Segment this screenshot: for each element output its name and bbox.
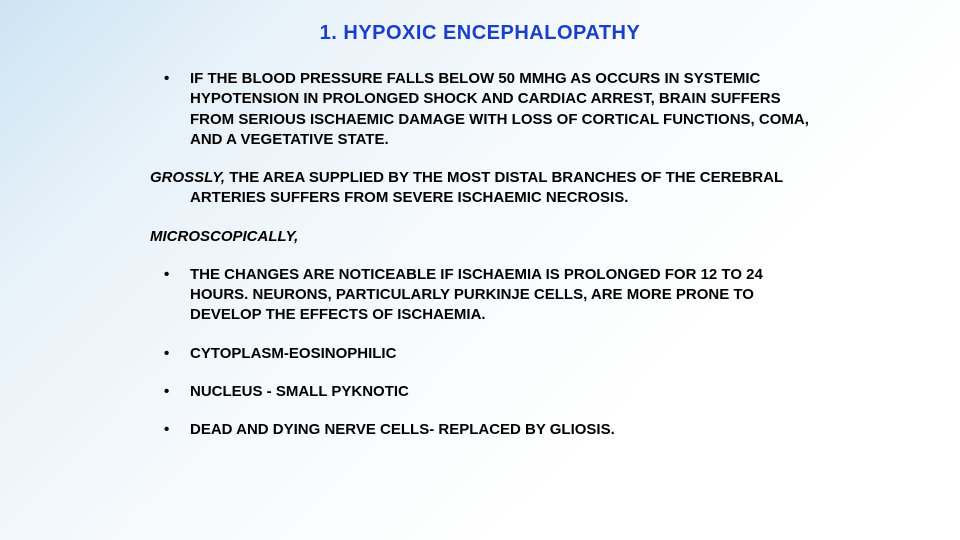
micro-bullet-text: CYTOPLASM-EOSINOPHILIC bbox=[190, 345, 396, 362]
micro-bullet: DEAD AND DYING NERVE CELLS- REPLACED BY … bbox=[150, 420, 810, 440]
grossly-text: THE AREA SUPPLIED BY THE MOST DISTAL BRA… bbox=[190, 169, 783, 206]
micro-label-text: MICROSCOPICALLY, bbox=[150, 228, 298, 245]
micro-bullet: THE CHANGES ARE NOTICEABLE IF ISCHAEMIA … bbox=[150, 265, 810, 326]
slide: 1. HYPOXIC ENCEPHALOPATHY IF THE BLOOD P… bbox=[0, 0, 960, 540]
micro-bullet-text: THE CHANGES ARE NOTICEABLE IF ISCHAEMIA … bbox=[190, 266, 763, 324]
micro-bullet-text: DEAD AND DYING NERVE CELLS- REPLACED BY … bbox=[190, 421, 615, 438]
intro-bullet-text: IF THE BLOOD PRESSURE FALLS BELOW 50 MMH… bbox=[190, 70, 809, 148]
micro-bullet: CYTOPLASM-EOSINOPHILIC bbox=[150, 344, 810, 364]
intro-bullet-list: IF THE BLOOD PRESSURE FALLS BELOW 50 MMH… bbox=[150, 69, 810, 150]
micro-bullet: NUCLEUS - SMALL PYKNOTIC bbox=[150, 382, 810, 402]
micro-bullet-list: THE CHANGES ARE NOTICEABLE IF ISCHAEMIA … bbox=[150, 265, 810, 441]
intro-bullet: IF THE BLOOD PRESSURE FALLS BELOW 50 MMH… bbox=[150, 69, 810, 150]
slide-title: 1. HYPOXIC ENCEPHALOPATHY bbox=[150, 22, 810, 45]
grossly-paragraph: GROSSLY, THE AREA SUPPLIED BY THE MOST D… bbox=[150, 168, 810, 209]
microscopically-label: MICROSCOPICALLY, bbox=[150, 227, 810, 247]
grossly-label: GROSSLY, bbox=[150, 169, 225, 186]
micro-bullet-text: NUCLEUS - SMALL PYKNOTIC bbox=[190, 383, 409, 400]
